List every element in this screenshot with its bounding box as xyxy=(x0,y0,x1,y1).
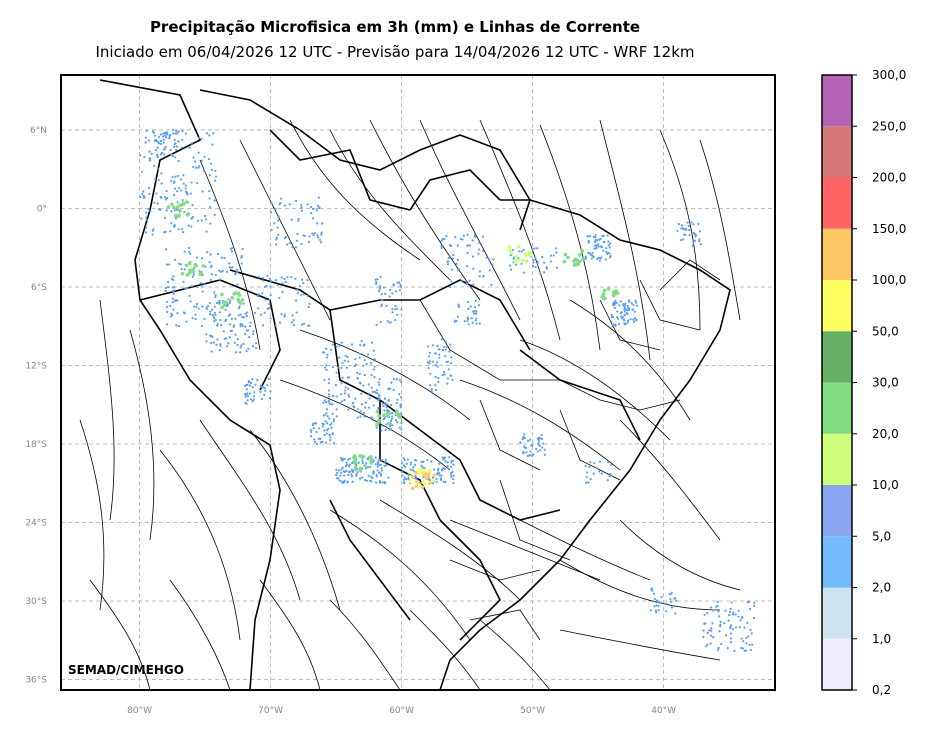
lat-tick-label: 36°S xyxy=(25,676,47,686)
chart-subtitle: Iniciado em 06/04/2026 12 UTC - Previsão… xyxy=(95,43,695,61)
colorbar-swatch xyxy=(822,280,852,332)
colorbar-swatch xyxy=(822,485,852,537)
colorbar-label: 100,0 xyxy=(872,273,906,287)
colorbar-label: 20,0 xyxy=(872,427,899,441)
colorbar-swatch xyxy=(822,587,852,639)
lon-tick-label: 40°W xyxy=(651,706,676,716)
state-borders xyxy=(419,259,721,641)
colorbar-swatch xyxy=(822,75,852,127)
colorbar-label: 50,0 xyxy=(872,324,899,338)
precipitation-field xyxy=(139,128,756,653)
colorbar-label: 1,0 xyxy=(872,632,891,646)
colorbar-label: 2,0 xyxy=(872,581,891,595)
lat-tick-label: 0° xyxy=(37,204,47,214)
colorbar-label: 0,2 xyxy=(872,683,891,697)
colorbar-label: 30,0 xyxy=(872,376,899,390)
credit-label: SEMAD/CIMEHGO xyxy=(68,663,184,677)
map-frame xyxy=(60,74,776,691)
colorbar-swatch xyxy=(822,177,852,229)
lat-tick-label: 30°S xyxy=(25,597,47,607)
streamlines xyxy=(79,119,741,690)
lat-tick-label: 24°S xyxy=(25,519,47,529)
chart-title: Precipitação Microfisica em 3h (mm) e Li… xyxy=(149,18,641,36)
colorbar-label: 300,0 xyxy=(872,68,906,82)
colorbar-label: 150,0 xyxy=(872,222,906,236)
lon-tick-label: 50°W xyxy=(520,706,545,716)
lat-tick-label: 6°N xyxy=(30,126,47,136)
colorbar-swatch xyxy=(822,433,852,485)
lon-tick-label: 70°W xyxy=(258,706,283,716)
colorbar-swatch xyxy=(822,638,852,690)
colorbar-swatch xyxy=(822,536,852,588)
colorbar: 0,2 1,0 2,0 5,0 10,0 20,0 30,0 50,0 100,0 150,0 20… xyxy=(821,68,906,697)
lon-tick-label: 60°W xyxy=(389,706,414,716)
lat-tick-label: 6°S xyxy=(31,283,47,293)
colorbar-label: 200,0 xyxy=(872,171,906,185)
colorbar-label: 250,0 xyxy=(872,119,906,133)
map-area xyxy=(61,75,775,690)
lat-tick-label: 12°S xyxy=(25,361,47,371)
colorbar-label: 5,0 xyxy=(872,529,891,543)
lat-tick-label: 18°S xyxy=(25,440,47,450)
colorbar-swatch xyxy=(822,382,852,434)
colorbar-swatch xyxy=(822,331,852,383)
axis-labels: 6°N 0° 6°S 12°S 18°S 24°S 30°S 36°S 80°W 70°W 60°W… xyxy=(25,126,676,716)
lon-tick-label: 80°W xyxy=(127,706,152,716)
colorbar-swatch xyxy=(822,126,852,178)
colorbar-label: 10,0 xyxy=(872,478,899,492)
colorbar-swatch xyxy=(822,228,852,280)
